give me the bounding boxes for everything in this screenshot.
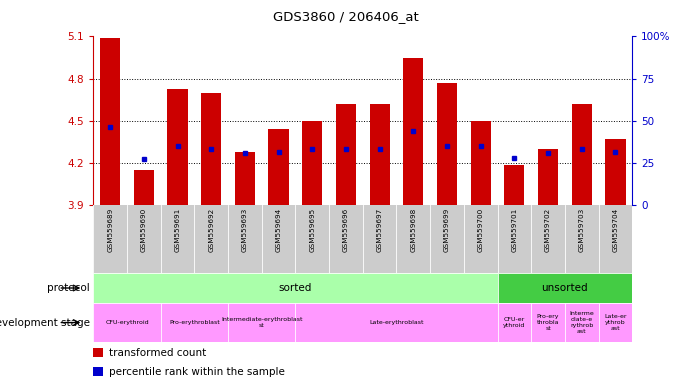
Bar (571, 104, 591, 205)
Text: protocol: protocol (47, 283, 90, 293)
Text: Interme
diate-e
rythrob
ast: Interme diate-e rythrob ast (569, 311, 594, 334)
Text: Intermediate-erythroblast
st: Intermediate-erythroblast st (221, 317, 303, 328)
Text: GSM559692: GSM559692 (208, 207, 214, 252)
Text: sorted: sorted (278, 283, 312, 293)
Bar (598, 303, 632, 342)
Bar (404, 58, 424, 205)
Bar (336, 104, 356, 205)
Bar (498, 303, 531, 342)
Bar (93, 273, 498, 303)
Bar (93, 367, 103, 376)
Text: Late-er
ythrob
ast: Late-er ythrob ast (604, 314, 627, 331)
Bar (605, 139, 625, 205)
Bar (93, 303, 160, 342)
Text: transformed count: transformed count (109, 348, 207, 358)
Bar (471, 121, 491, 205)
Text: CFU-er
ythroid: CFU-er ythroid (503, 317, 526, 328)
Text: development stage: development stage (0, 318, 90, 328)
Text: GSM559699: GSM559699 (444, 207, 450, 252)
Bar (228, 303, 296, 342)
Text: Late-erythroblast: Late-erythroblast (369, 320, 424, 325)
Bar (498, 273, 632, 303)
Text: GSM559701: GSM559701 (511, 207, 518, 252)
Text: Pro-erythroblast: Pro-erythroblast (169, 320, 220, 325)
Bar (235, 152, 255, 205)
Bar (302, 121, 322, 205)
Text: GSM559689: GSM559689 (107, 207, 113, 252)
Bar (565, 303, 598, 342)
Bar (201, 93, 221, 205)
Text: GSM559693: GSM559693 (242, 207, 248, 252)
Text: GSM559702: GSM559702 (545, 207, 551, 252)
Bar (504, 165, 524, 205)
Bar (93, 348, 103, 357)
Bar (437, 83, 457, 205)
Text: GSM559690: GSM559690 (141, 207, 146, 252)
Text: GDS3860 / 206406_at: GDS3860 / 206406_at (273, 10, 418, 23)
Text: GSM559691: GSM559691 (175, 207, 180, 252)
Bar (268, 129, 289, 205)
Text: GSM559694: GSM559694 (276, 207, 281, 252)
Text: CFU-erythroid: CFU-erythroid (105, 320, 149, 325)
Text: GSM559695: GSM559695 (310, 207, 315, 252)
Text: GSM559698: GSM559698 (410, 207, 416, 252)
Bar (531, 303, 565, 342)
Bar (538, 149, 558, 205)
Text: unsorted: unsorted (542, 283, 588, 293)
Bar (134, 170, 154, 205)
Text: GSM559700: GSM559700 (477, 207, 484, 252)
Bar (100, 38, 120, 205)
Bar (370, 104, 390, 205)
Text: GSM559704: GSM559704 (612, 207, 618, 252)
Text: GSM559696: GSM559696 (343, 207, 349, 252)
Bar (160, 303, 228, 342)
Bar (296, 303, 498, 342)
Text: percentile rank within the sample: percentile rank within the sample (109, 367, 285, 377)
Text: Pro-ery
throbla
st: Pro-ery throbla st (537, 314, 559, 331)
Bar (167, 89, 188, 205)
Text: GSM559703: GSM559703 (579, 207, 585, 252)
Text: GSM559697: GSM559697 (377, 207, 383, 252)
